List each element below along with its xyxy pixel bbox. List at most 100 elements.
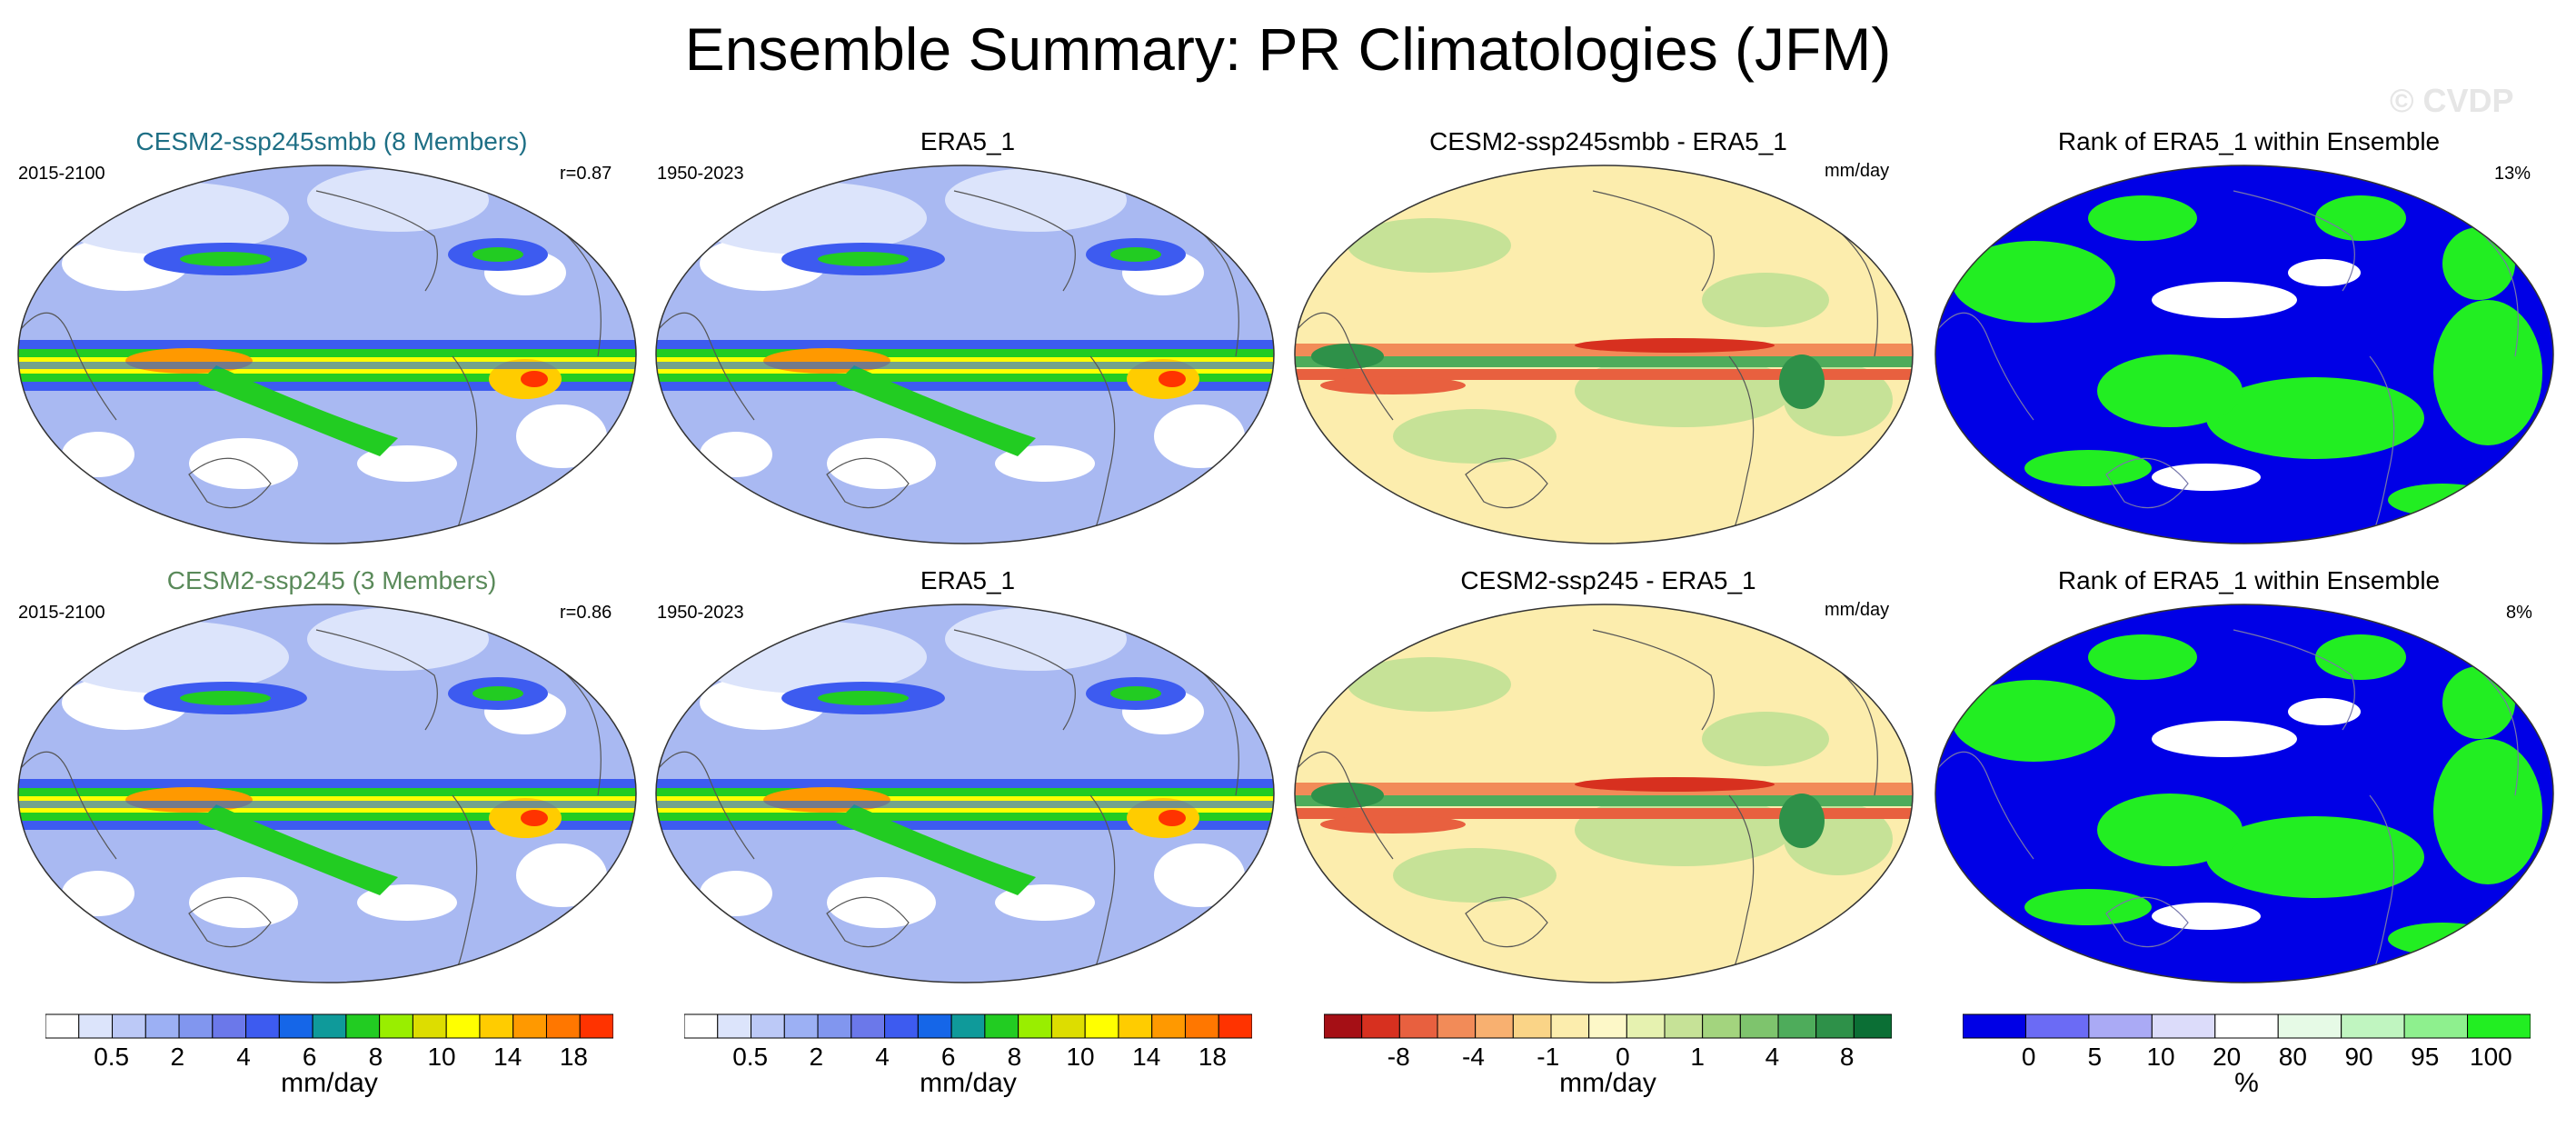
obs-panel-title: ERA5_1 (920, 566, 1016, 594)
rank-percent-label: 8% (2506, 603, 2532, 623)
colorbar-swatch (1437, 1013, 1477, 1039)
colorbar-unit-label: mm/day (1559, 1068, 1656, 1098)
colorbar-tick-label: 5 (2087, 1043, 2103, 1071)
colorbar-swatch (412, 1013, 447, 1039)
colorbar-swatch (1398, 1013, 1438, 1039)
precipitation-map (655, 604, 1275, 983)
colorbar-tick-label: -8 (1387, 1043, 1410, 1071)
colorbar-swatch (1084, 1013, 1119, 1039)
colorbar-tick-label: -4 (1462, 1043, 1485, 1071)
rank-map (1934, 165, 2554, 544)
colorbar-tick-label: 18 (559, 1043, 588, 1071)
colorbar-tick-label: 0.5 (94, 1043, 130, 1071)
colorbar-tick-label: 2 (170, 1043, 185, 1071)
colorbar-swatch (2151, 1013, 2216, 1039)
colorbar-swatch (212, 1013, 247, 1039)
colorbar-tick-label: 14 (493, 1043, 522, 1071)
precipitation-map (655, 165, 1275, 544)
colorbar-tick-label: 8 (368, 1043, 383, 1071)
colorbar-tick-label: 10 (427, 1043, 456, 1071)
colorbar-unit-label: mm/day (920, 1068, 1017, 1098)
colorbar-swatch (984, 1013, 1019, 1039)
model-years-label: 2015-2100 (18, 164, 105, 184)
colorbar-swatch (2341, 1013, 2405, 1039)
colorbar-swatch (1018, 1013, 1052, 1039)
diff-panel-title: CESM2-ssp245smbb - ERA5_1 (1429, 127, 1787, 155)
colorbar-tick-label: 80 (2278, 1043, 2307, 1071)
colorbar-swatch (345, 1013, 381, 1039)
rank-colorbar (1963, 1013, 2531, 1039)
precipitation-map (17, 604, 637, 983)
colorbar-tick-label: 10 (2146, 1043, 2175, 1071)
colorbar-swatch (1963, 1013, 2026, 1039)
figure-title: Ensemble Summary: PR Climatologies (JFM) (684, 15, 1892, 83)
colorbar-swatch (2403, 1013, 2469, 1039)
colorbar-swatch (545, 1013, 581, 1039)
model-panel-title: CESM2-ssp245 (3 Members) (166, 566, 497, 594)
colorbar-swatch (2214, 1013, 2279, 1039)
diff-colorbar (1324, 1013, 1892, 1039)
colorbar-swatch (1702, 1013, 1741, 1039)
colorbar-tick-label: 14 (1132, 1043, 1161, 1071)
colorbar-swatch (45, 1013, 80, 1039)
diff-units-label: mm/day (1825, 600, 1890, 620)
colorbar-swatch (1475, 1013, 1514, 1039)
colorbar-swatch (1626, 1013, 1666, 1039)
precip-colorbar (684, 1013, 1252, 1039)
rank-panel-title: Rank of ERA5_1 within Ensemble (2057, 127, 2441, 155)
colorbar-swatch (817, 1013, 852, 1039)
colorbar-tick-label: -1 (1537, 1043, 1560, 1071)
model-panel-title: CESM2-ssp245smbb (8 Members) (135, 127, 528, 155)
colorbar-tick-label: 100 (2470, 1043, 2512, 1071)
precip-colorbar (45, 1013, 613, 1039)
colorbar-swatch (850, 1013, 886, 1039)
obs-years-label: 1950-2023 (657, 164, 744, 184)
precipitation-map (17, 165, 637, 544)
colorbar-tick-label: 8 (1007, 1043, 1022, 1071)
colorbar-swatch (479, 1013, 514, 1039)
colorbar-swatch (684, 1013, 719, 1039)
colorbar-tick-label: 0.5 (732, 1043, 769, 1071)
rank-map (1934, 604, 2554, 983)
colorbar-tick-label: 4 (236, 1043, 251, 1071)
colorbar-swatch (950, 1013, 986, 1039)
colorbar-swatch (2088, 1013, 2153, 1039)
colorbar-tick-label: 1 (1690, 1043, 1705, 1071)
colorbar-swatch (445, 1013, 481, 1039)
colorbar-tick-label: 4 (1765, 1043, 1780, 1071)
colorbar-swatch (717, 1013, 752, 1039)
model-years-label: 2015-2100 (18, 603, 105, 623)
colorbar-swatch (2277, 1013, 2342, 1039)
colorbar-tick-label: 8 (1839, 1043, 1855, 1071)
colorbar-tick-label: 20 (2213, 1043, 2242, 1071)
colorbar-swatch (1361, 1013, 1400, 1039)
colorbar-swatch (783, 1013, 819, 1039)
cvdp-watermark: © CVDP (2390, 82, 2514, 119)
colorbar-swatch (1050, 1013, 1086, 1039)
colorbar-tick-label: 6 (940, 1043, 956, 1071)
colorbar-swatch (579, 1013, 613, 1039)
colorbar-swatch (278, 1013, 313, 1039)
colorbar-swatch (312, 1013, 347, 1039)
colorbar-tick-label: 95 (2411, 1043, 2440, 1071)
diff-units-label: mm/day (1825, 161, 1890, 181)
colorbar-swatch (1512, 1013, 1552, 1039)
colorbar-tick-label: 2 (809, 1043, 824, 1071)
colorbar-tick-label: 18 (1198, 1043, 1227, 1071)
colorbar-swatch (512, 1013, 547, 1039)
model-correlation-label: r=0.87 (560, 164, 612, 184)
colorbar-swatch (1853, 1013, 1892, 1039)
colorbar-swatch (78, 1013, 114, 1039)
colorbar-tick-label: 6 (302, 1043, 317, 1071)
obs-panel-title: ERA5_1 (920, 127, 1016, 155)
colorbar-tick-label: 0 (2021, 1043, 2036, 1071)
colorbar-tick-label: 10 (1066, 1043, 1095, 1071)
colorbar-swatch (1777, 1013, 1817, 1039)
colorbar-swatch (1218, 1013, 1252, 1039)
colorbar-swatch (751, 1013, 785, 1039)
colorbar-tick-label: 4 (875, 1043, 890, 1071)
colorbar-swatch (917, 1013, 952, 1039)
colorbar-swatch (2024, 1013, 2090, 1039)
colorbar-tick-label: 0 (1616, 1043, 1630, 1071)
difference-map (1294, 165, 1914, 544)
